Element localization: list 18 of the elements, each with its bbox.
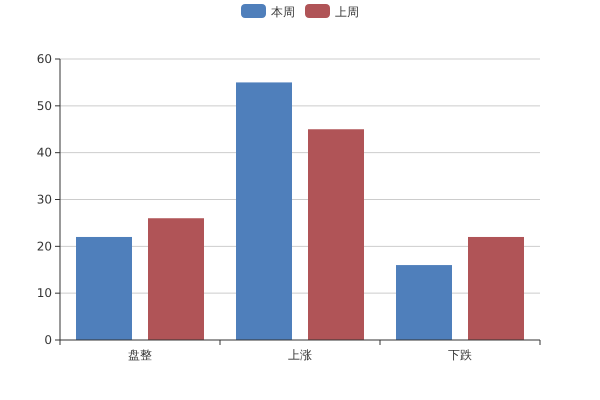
legend-label: 本周 [271, 5, 295, 19]
y-tick-label: 30 [36, 192, 52, 206]
y-tick-label: 60 [36, 52, 52, 66]
y-tick-label: 20 [36, 239, 52, 254]
bar [396, 265, 452, 340]
bar [308, 129, 364, 340]
bar [76, 236, 132, 340]
x-tick-label: 盘整 [128, 348, 152, 362]
x-tick-label: 上涨 [288, 348, 312, 362]
x-tick-label: 下跌 [448, 348, 472, 362]
y-tick-label: 50 [36, 98, 52, 113]
bar [468, 236, 524, 340]
bar [148, 218, 204, 340]
legend-label: 上周 [335, 5, 359, 19]
bar [236, 82, 292, 340]
y-tick-label: 10 [36, 286, 52, 300]
y-tick-label: 40 [36, 146, 52, 160]
y-tick-label: 0 [44, 333, 52, 347]
